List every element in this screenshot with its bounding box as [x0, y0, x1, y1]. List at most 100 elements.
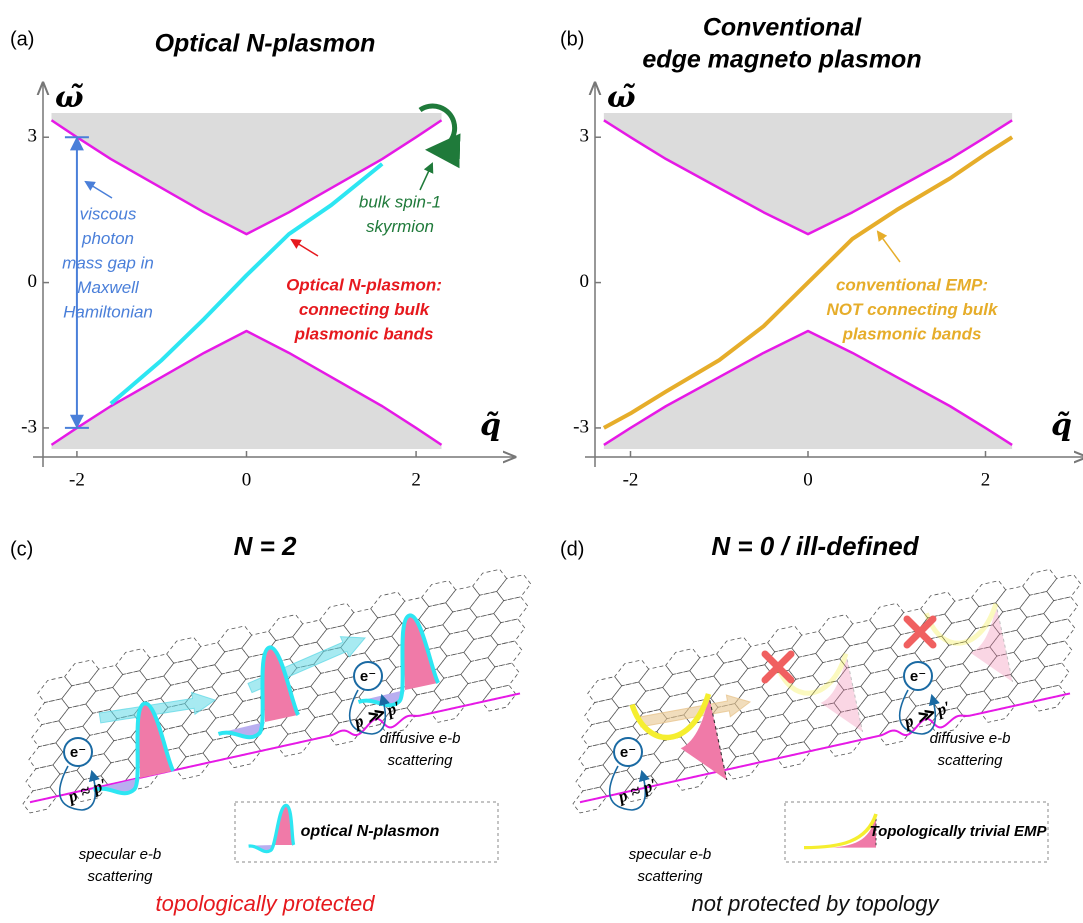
- lattice-cell: [783, 698, 817, 724]
- x-tick-label: 2: [981, 469, 991, 490]
- x-axis-label: q̃: [1051, 408, 1072, 443]
- lattice-cell: [687, 676, 721, 702]
- x-tick-label: 0: [242, 469, 252, 490]
- lattice-cell: [714, 659, 748, 685]
- lattice-cell: [843, 620, 877, 646]
- lattice-cell: [371, 592, 405, 618]
- lattice-cell: [582, 721, 616, 747]
- lattice-cell: [65, 660, 99, 686]
- panel-label: (a): [10, 28, 34, 50]
- lattice-cell: [1041, 619, 1075, 645]
- lattice-cell: [663, 671, 697, 697]
- momentum-relation: p ≈ p′: [614, 775, 660, 807]
- annotation: Hamiltonian: [63, 302, 153, 321]
- lattice-cell: [690, 654, 724, 680]
- lattice-cell: [215, 648, 249, 674]
- caption: not protected by topology: [691, 891, 940, 916]
- y-tick-label: -3: [21, 416, 37, 437]
- scattering-label: scattering: [937, 752, 1003, 769]
- caption: topologically protected: [156, 891, 376, 916]
- scattering-label: scattering: [387, 752, 453, 769]
- annotation: plasmonic bands: [842, 324, 982, 343]
- lattice-cell: [461, 658, 495, 684]
- diagram-title: N = 0 / ill-defined: [711, 531, 919, 561]
- legend-label: Topologically trivial EMP: [870, 823, 1048, 840]
- panel-label: (d): [560, 538, 584, 560]
- lattice-cell: [494, 597, 528, 623]
- page: (a) Optical N-plasmon ω̃ q̃ -3 0 3 -2 0 2 viscous p…: [0, 0, 1083, 923]
- lattice-cell: [191, 643, 225, 669]
- x-tick-label: -2: [623, 469, 639, 490]
- diagram-title: N = 2: [234, 531, 297, 561]
- lattice-cell: [615, 660, 649, 686]
- lattice-cell: [654, 737, 688, 763]
- lattice-cell: [1038, 641, 1072, 667]
- lattice-cell: [320, 603, 354, 629]
- lattice-cell: [858, 692, 892, 718]
- wave-peak: [390, 613, 438, 690]
- lattice-cell: [717, 637, 751, 663]
- lattice-cell: [188, 665, 222, 691]
- lattice-cell: [870, 603, 904, 629]
- band-fill: [51, 331, 441, 449]
- lattice-cell: [89, 665, 123, 691]
- lattice-cell: [996, 586, 1030, 612]
- lattice-cell: [62, 682, 96, 708]
- lattice-cell: [59, 704, 93, 730]
- lattice-cell: [1020, 591, 1054, 617]
- x-tick-label: 2: [411, 469, 421, 490]
- electron-label: e⁻: [360, 668, 376, 685]
- lattice-cell: [1017, 614, 1051, 640]
- x-tick-label: 0: [803, 469, 813, 490]
- x-tick-label: -2: [69, 469, 85, 490]
- lattice-cell: [585, 699, 619, 725]
- y-axis-label: ω̃: [607, 80, 636, 115]
- electron-label: e⁻: [620, 744, 636, 761]
- lattice-cell: [972, 581, 1006, 607]
- x-axis-label: q̃: [480, 408, 501, 443]
- lattice-cell: [1014, 636, 1048, 662]
- lattice-cell: [269, 615, 303, 641]
- lattice-cell: [368, 614, 402, 640]
- lattice-cell: [137, 676, 171, 702]
- lattice-cell: [218, 626, 252, 652]
- annotation: viscous: [80, 204, 137, 223]
- lattice-cell: [491, 619, 525, 645]
- lattice-cell: [32, 721, 66, 747]
- y-tick-label: 3: [28, 126, 38, 147]
- chart-title: Optical N-plasmon: [155, 30, 376, 58]
- lattice-cell: [365, 636, 399, 662]
- lattice-cell: [422, 581, 456, 607]
- lattice-cell: [179, 731, 213, 757]
- lattice-cell: [473, 569, 507, 595]
- lattice-cell: [485, 663, 519, 689]
- annotation: Maxwell: [77, 278, 140, 297]
- lattice-cell: [756, 714, 790, 740]
- scattering-label: scattering: [87, 868, 153, 885]
- lattice-cell: [1047, 575, 1081, 601]
- lattice-cell: [116, 649, 150, 675]
- lattice-cell: [29, 743, 63, 769]
- annotation: NOT connecting bulk: [827, 300, 999, 319]
- lattice-cell: [867, 625, 901, 651]
- lattice-cell: [639, 665, 673, 691]
- panel-label: (b): [560, 28, 584, 50]
- lattice-cell: [759, 692, 793, 718]
- lattice-cell: [579, 743, 613, 769]
- momentum-relation: p ≈ p′: [64, 775, 110, 807]
- annotation: conventional EMP:: [836, 275, 988, 294]
- lattice-cell: [789, 653, 823, 679]
- lattice-cell: [960, 669, 994, 695]
- lattice-cell: [104, 737, 138, 763]
- lattice-cell: [182, 709, 216, 735]
- lattice-cell: [26, 765, 60, 791]
- lattice-cell: [437, 652, 471, 678]
- lattice-cell: [780, 720, 814, 746]
- lattice-cell: [936, 664, 970, 690]
- momentum-relation: p ≫ p′: [900, 697, 954, 732]
- scattering-label: scattering: [637, 868, 703, 885]
- electron-label: e⁻: [910, 668, 926, 685]
- lattice-cell: [864, 648, 898, 674]
- annotation: mass gap in: [62, 253, 154, 272]
- lattice-cell: [588, 677, 622, 703]
